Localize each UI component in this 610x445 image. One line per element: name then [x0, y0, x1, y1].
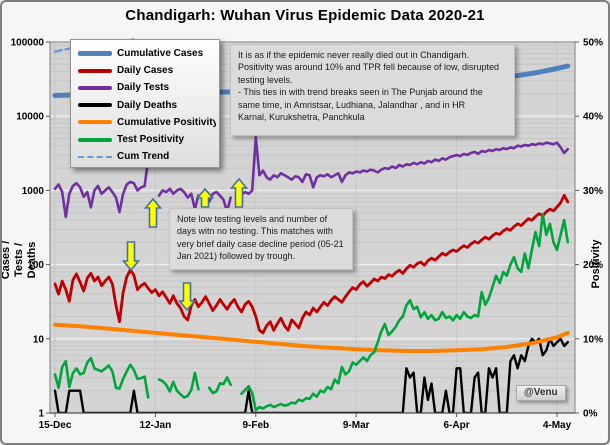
svg-text:1000: 1000 [22, 186, 45, 197]
legend-item-cumulative-positivity: Cumulative Positivity [78, 114, 216, 131]
legend-label: Cumulative Cases [117, 48, 204, 60]
svg-text:50%: 50% [583, 38, 603, 49]
legend-swatch [78, 103, 112, 108]
legend-item-cum-trend: Cum Trend [78, 148, 216, 165]
arrow-up [143, 197, 163, 228]
left-axis-title: Cases / Tests / Deaths [0, 200, 42, 320]
annotation-middle: Note low testing levels and number of da… [169, 208, 353, 270]
legend-label: Daily Cases [117, 65, 174, 77]
svg-text:9-Mar: 9-Mar [343, 420, 370, 431]
legend-swatch [78, 120, 112, 125]
series-daily_tests [53, 136, 570, 219]
left-axis-ticks: 100000 10000 1000 100 10 1 [11, 38, 50, 420]
x-axis-ticks: 15-Dec 12-Jan 9-Feb 9-Mar 6-Apr 4-May [39, 413, 572, 431]
svg-text:20%: 20% [583, 260, 603, 271]
right-axis-title: Positivity [590, 239, 602, 289]
arrow-down [121, 241, 141, 272]
series-cumulative_positivity [53, 322, 570, 353]
arrow-up [229, 177, 249, 208]
svg-text:10%: 10% [583, 334, 603, 345]
arrow-up [195, 187, 215, 208]
legend-item-test-positivity: Test Positivity [78, 131, 216, 148]
legend-item-daily-deaths: Daily Deaths [78, 97, 216, 114]
watermark-venu: @Venu [516, 385, 566, 401]
chart-title: Chandigarh: Wuhan Virus Epidemic Data 20… [125, 7, 485, 24]
svg-text:1: 1 [38, 409, 44, 420]
legend-label: Cumulative Positivity [117, 116, 216, 128]
arrow-down [177, 282, 197, 312]
svg-text:9-Feb: 9-Feb [242, 420, 269, 431]
svg-text:30%: 30% [583, 186, 603, 197]
svg-text:12-Jan: 12-Jan [140, 420, 172, 431]
legend-item-daily-cases: Daily Cases [78, 62, 216, 79]
left-axis-title-line: Cases / [0, 240, 12, 280]
legend-swatch [78, 68, 112, 73]
right-axis-ticks: 50% 40% 30% 20% 10% 0% [575, 38, 603, 420]
legend-swatch [78, 85, 112, 90]
left-axis-title-line: Deaths [26, 241, 38, 279]
series-test_positivity [53, 212, 570, 412]
annotation-top-right: It is as if the epidemic never really di… [230, 44, 515, 136]
left-axis-title-line: Tests / [13, 242, 25, 278]
svg-text:15-Dec: 15-Dec [39, 420, 72, 431]
svg-text:10000: 10000 [16, 112, 44, 123]
svg-text:40%: 40% [583, 112, 603, 123]
svg-text:6-Apr: 6-Apr [444, 420, 470, 431]
legend-label: Daily Deaths [117, 99, 178, 111]
annotation-arrows [121, 177, 249, 312]
legend: Cumulative Cases Daily Cases Daily Tests Da… [70, 39, 220, 168]
svg-text:100000: 100000 [11, 38, 45, 49]
legend-label: Cum Trend [117, 151, 170, 163]
legend-item-daily-tests: Daily Tests [78, 79, 216, 96]
svg-text:4-May: 4-May [543, 420, 572, 431]
legend-swatch [78, 155, 112, 158]
svg-text:0%: 0% [583, 409, 598, 420]
svg-text:100: 100 [27, 260, 44, 271]
series-daily_cases [53, 193, 570, 335]
legend-swatch [78, 51, 112, 57]
svg-text:10: 10 [33, 334, 45, 345]
legend-label: Daily Tests [117, 82, 170, 94]
legend-swatch [78, 137, 112, 142]
legend-item-cumulative-cases: Cumulative Cases [78, 45, 216, 62]
legend-label: Test Positivity [117, 134, 185, 146]
